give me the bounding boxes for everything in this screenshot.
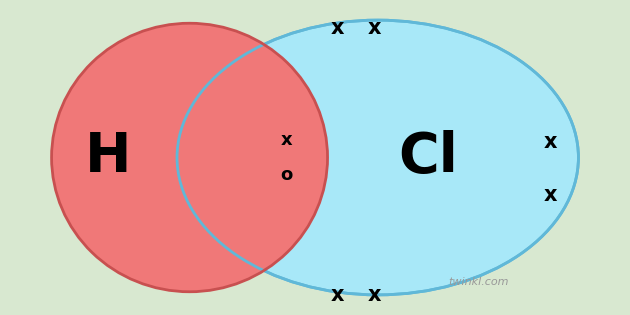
Text: x: x bbox=[330, 18, 344, 38]
Ellipse shape bbox=[52, 23, 328, 292]
Text: twinkl.com: twinkl.com bbox=[448, 278, 508, 287]
Text: x: x bbox=[330, 285, 344, 305]
Text: o: o bbox=[280, 166, 293, 184]
Text: x: x bbox=[368, 285, 381, 305]
Text: x: x bbox=[544, 185, 557, 205]
Ellipse shape bbox=[177, 20, 578, 295]
Text: x: x bbox=[544, 132, 557, 152]
Text: x: x bbox=[368, 18, 381, 38]
Text: H: H bbox=[85, 130, 131, 185]
Text: Cl: Cl bbox=[398, 130, 458, 185]
Text: x: x bbox=[281, 131, 292, 149]
